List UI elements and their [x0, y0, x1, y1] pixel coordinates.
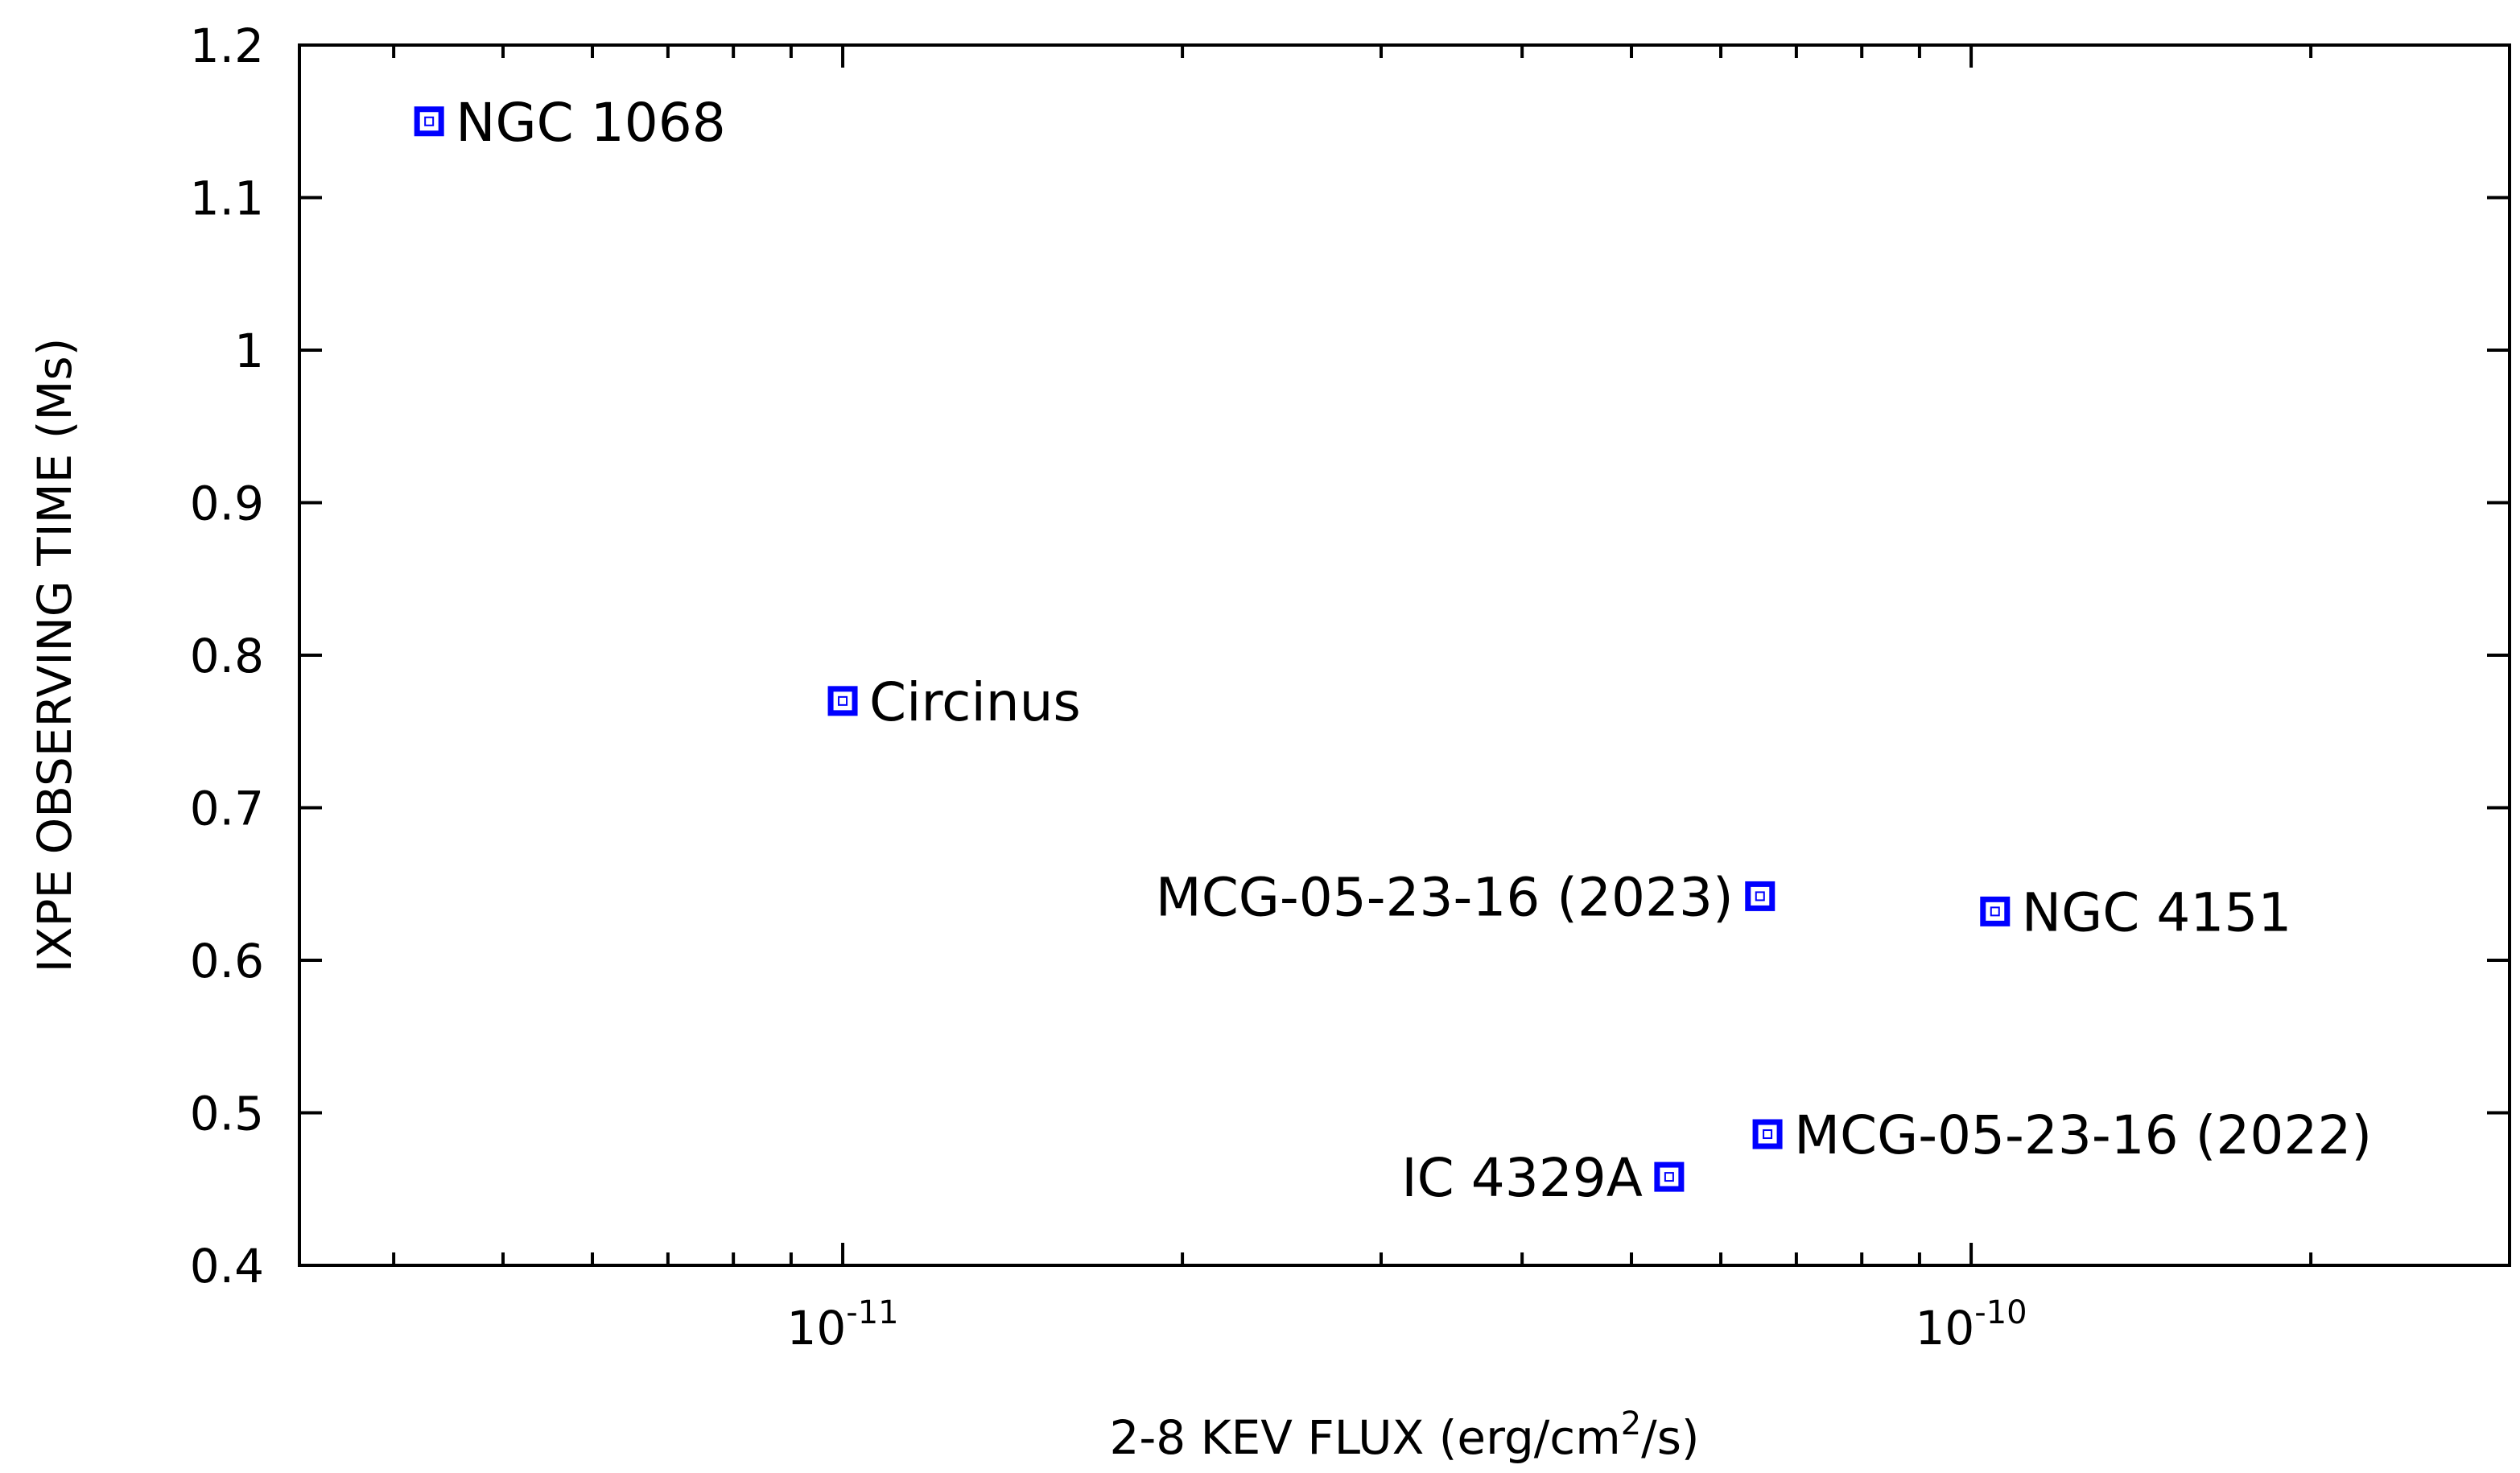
x-axis-label: 2-8 KEV FLUX (erg/cm2/s) [1109, 1405, 1699, 1465]
x-tick-label-base: 10 [786, 1301, 846, 1355]
y-tick-labels: 0.4 0.5 0.6 0.7 0.8 0.9 1 1.1 1.2 [190, 19, 264, 1294]
data-points [414, 106, 2011, 1192]
data-point-marker [1745, 881, 1776, 911]
x-tick-label: 10-10 [1915, 1294, 2027, 1355]
major-ticks [299, 43, 2510, 1267]
data-point-marker [414, 106, 444, 137]
data-point-label: MCG-05-23-16 (2022) [1794, 1104, 2372, 1166]
data-point-label: Circinus [869, 671, 1081, 733]
x-tick-label: 10-11 [786, 1294, 898, 1355]
y-tick-label: 0.4 [190, 1239, 264, 1294]
x-axis-label-sup: 2 [1621, 1405, 1641, 1442]
data-point-marker-inner [1990, 906, 2000, 917]
point-labels: NGC 1068 Circinus MCG-05-23-16 (2023) NGC 4… [456, 92, 2372, 1209]
data-point-label: MCG-05-23-16 (2023) [1156, 866, 1734, 928]
y-tick-label: 1.1 [190, 171, 264, 226]
data-point-marker-inner [838, 695, 848, 706]
x-tick-labels: 10-11 10-10 [786, 1294, 2027, 1355]
data-point-marker-inner [1664, 1172, 1674, 1182]
data-point-label: IC 4329A [1401, 1147, 1643, 1209]
minor-ticks [392, 45, 2313, 1265]
y-tick-label: 1 [234, 324, 264, 378]
y-tick-label: 0.5 [190, 1087, 264, 1141]
data-point-label: NGC 4151 [2022, 881, 2292, 943]
x-tick-label-exponent: -10 [1974, 1294, 2027, 1331]
y-tick-label: 0.9 [190, 477, 264, 531]
data-point-marker-inner [424, 116, 435, 126]
y-tick-label: 0.6 [190, 934, 264, 988]
x-tick-label-base: 10 [1915, 1301, 1974, 1355]
y-axis-label: IXPE OBSERVING TIME (Ms) [27, 338, 82, 973]
data-point-marker-inner [1763, 1129, 1773, 1140]
data-point-label: NGC 1068 [456, 92, 726, 154]
y-tick-label: 0.7 [190, 782, 264, 836]
data-point-marker-inner [1755, 891, 1765, 902]
data-point-marker [1654, 1161, 1685, 1192]
x-axis-label-main: 2-8 KEV FLUX (erg/cm [1109, 1410, 1620, 1465]
data-point-marker [1980, 896, 2011, 926]
x-tick-label-exponent: -11 [846, 1294, 898, 1331]
x-axis-label-tail: /s) [1641, 1410, 1699, 1465]
plot-frame [298, 43, 2511, 1267]
y-tick-label: 0.8 [190, 629, 264, 683]
data-point-marker [1752, 1119, 1783, 1149]
y-tick-label: 1.2 [190, 19, 264, 73]
data-point-marker [827, 686, 858, 716]
